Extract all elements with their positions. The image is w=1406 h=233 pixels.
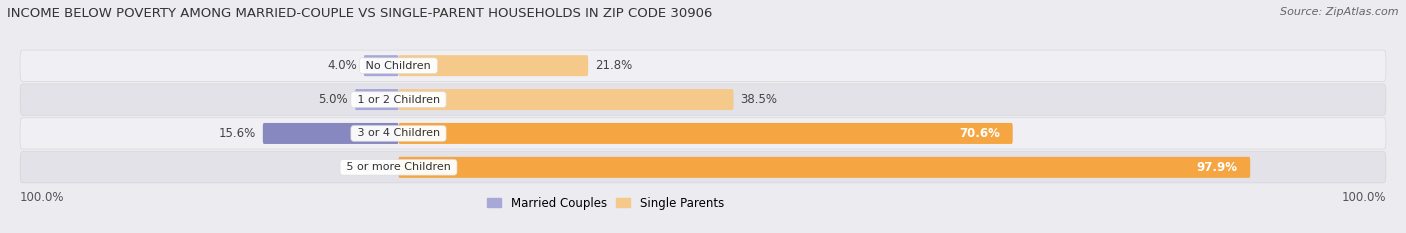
FancyBboxPatch shape (398, 89, 734, 110)
Legend: Married Couples, Single Parents: Married Couples, Single Parents (485, 194, 727, 212)
Text: 38.5%: 38.5% (741, 93, 778, 106)
FancyBboxPatch shape (364, 55, 398, 76)
Text: 5.0%: 5.0% (318, 93, 349, 106)
FancyBboxPatch shape (263, 123, 398, 144)
Text: 5 or more Children: 5 or more Children (343, 162, 454, 172)
FancyBboxPatch shape (398, 157, 1250, 178)
Text: 21.8%: 21.8% (595, 59, 633, 72)
Text: 100.0%: 100.0% (20, 191, 65, 204)
Text: 15.6%: 15.6% (218, 127, 256, 140)
FancyBboxPatch shape (354, 89, 398, 110)
Text: 3 or 4 Children: 3 or 4 Children (354, 128, 443, 138)
Text: 100.0%: 100.0% (1341, 191, 1386, 204)
FancyBboxPatch shape (20, 50, 1386, 81)
FancyBboxPatch shape (398, 55, 588, 76)
Text: No Children: No Children (363, 61, 434, 71)
Text: 4.0%: 4.0% (328, 59, 357, 72)
Text: 70.6%: 70.6% (959, 127, 1000, 140)
Text: Source: ZipAtlas.com: Source: ZipAtlas.com (1281, 7, 1399, 17)
Text: 1 or 2 Children: 1 or 2 Children (354, 95, 443, 105)
FancyBboxPatch shape (20, 152, 1386, 183)
FancyBboxPatch shape (398, 123, 1012, 144)
Text: 0.0%: 0.0% (361, 161, 391, 174)
FancyBboxPatch shape (20, 84, 1386, 115)
Text: 97.9%: 97.9% (1197, 161, 1237, 174)
Text: INCOME BELOW POVERTY AMONG MARRIED-COUPLE VS SINGLE-PARENT HOUSEHOLDS IN ZIP COD: INCOME BELOW POVERTY AMONG MARRIED-COUPL… (7, 7, 713, 20)
FancyBboxPatch shape (20, 118, 1386, 149)
